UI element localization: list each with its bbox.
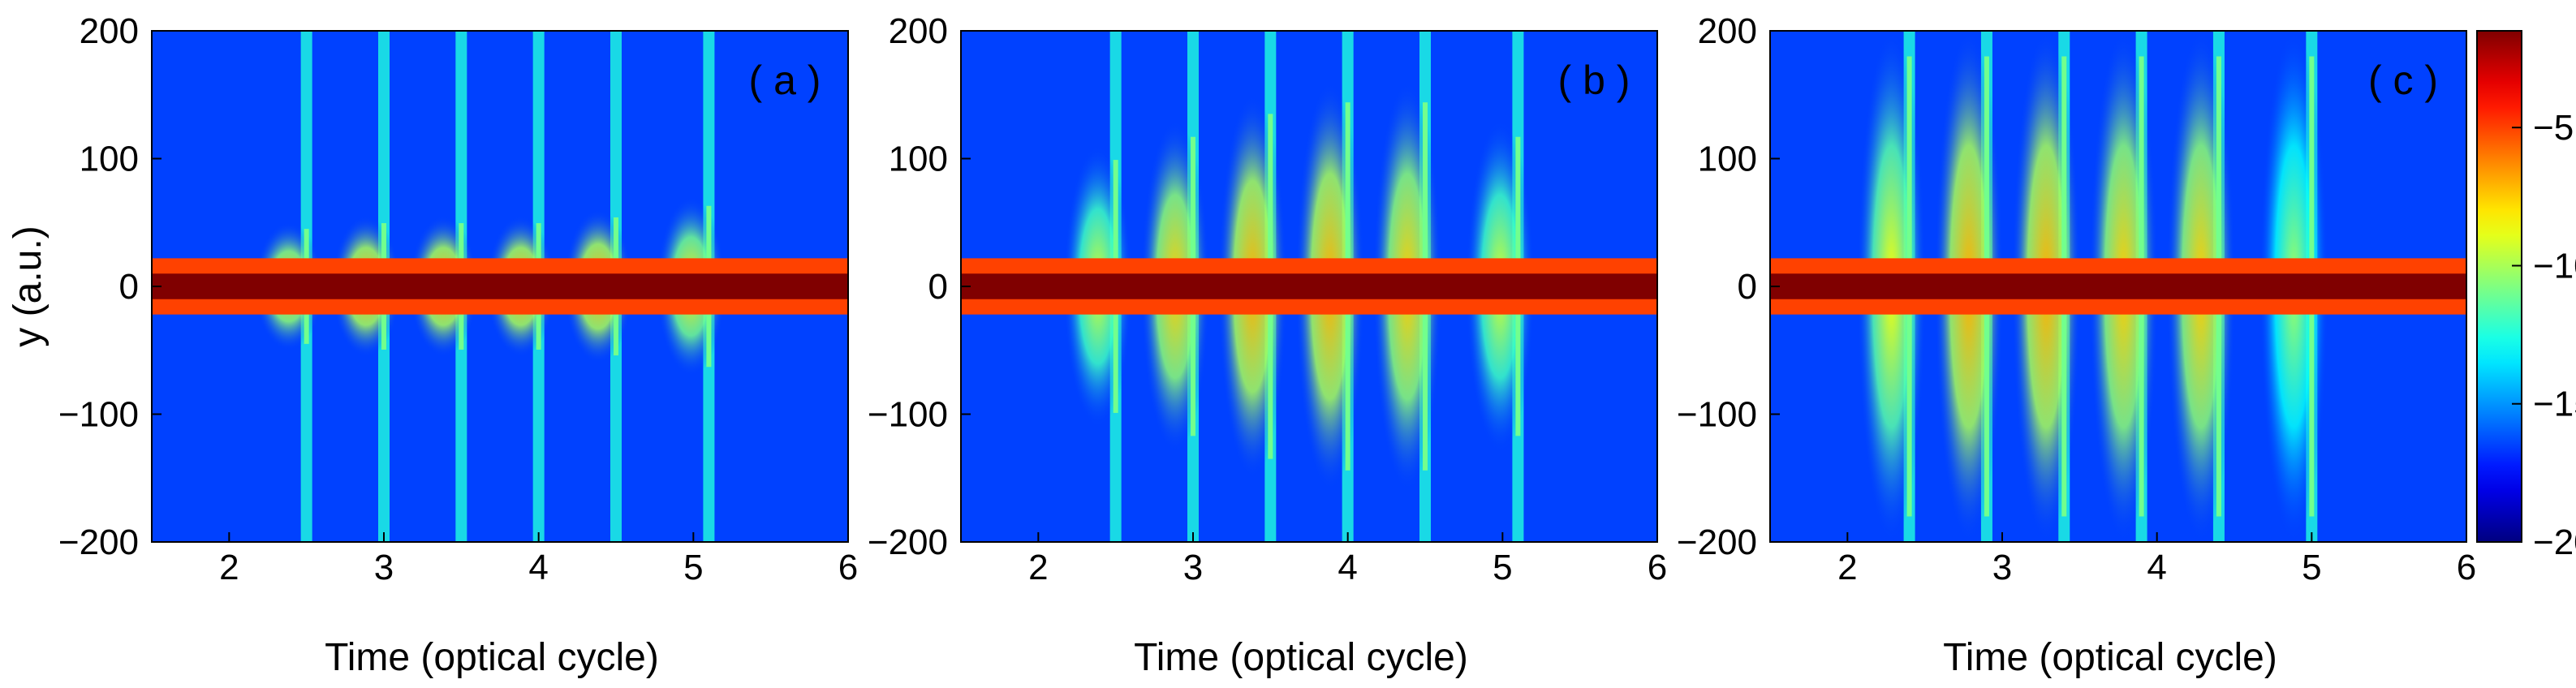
y-tick-label: −200 [1677, 522, 1757, 562]
y-axis-label: y (a.u.) [6, 226, 50, 346]
ridge-band [152, 273, 848, 299]
x-axis-label: Time (optical cycle) [325, 636, 659, 679]
x-axis-label: Time (optical cycle) [1943, 636, 2277, 679]
y-tick-label: 0 [119, 267, 139, 307]
x-tick-label: 4 [2147, 548, 2166, 587]
x-axis-label: Time (optical cycle) [1134, 636, 1468, 679]
x-tick-label: 6 [1648, 548, 1667, 587]
y-tick-label: 200 [889, 11, 948, 51]
x-tick-label: 4 [1338, 548, 1357, 587]
x-tick-label: 2 [219, 548, 239, 587]
x-tick-label: 6 [838, 548, 858, 587]
y-tick-label: −100 [868, 395, 948, 435]
colorbar: −5 −10 −15 −20 [2476, 30, 2576, 562]
panel-label: ( a ) [749, 58, 821, 103]
ridge-band [1770, 273, 2466, 299]
x-tick-label: 5 [2302, 548, 2321, 587]
panel-b: 2 3 4 5 6 200 100 0 −100 −200 ( b ) Time (optical c… [868, 11, 1667, 679]
heatmap-field [152, 31, 848, 542]
y-tick-label: −100 [58, 395, 139, 435]
x-tick-label: 3 [374, 548, 394, 587]
panel-c: 2 3 4 5 6 200 100 0 −100 −200 ( c ) Time (optical c… [1677, 11, 2476, 679]
colorbar-tick-label: −15 [2533, 385, 2576, 424]
x-tick-label: 2 [1837, 548, 1857, 587]
x-tick-label: 5 [683, 548, 703, 587]
y-tick-label: 0 [928, 267, 948, 307]
y-tick-label: 0 [1738, 267, 1757, 307]
heatmap-field [961, 31, 1657, 542]
x-tick-label: 4 [528, 548, 548, 587]
colorbar-tick-label: −20 [2533, 522, 2576, 562]
x-tick-label: 3 [1183, 548, 1203, 587]
colorbar-tick-label: −10 [2533, 246, 2576, 286]
y-tick-label: 200 [80, 11, 139, 51]
ridge-band [961, 273, 1657, 299]
heatmap-field [1770, 31, 2466, 542]
x-tick-label: 3 [1992, 548, 2012, 587]
y-tick-label: −200 [868, 522, 948, 562]
x-tick-label: 6 [2457, 548, 2476, 587]
colorbar-tick-label: −5 [2533, 108, 2574, 148]
y-tick-label: 100 [1698, 140, 1757, 179]
panel-a: 2 3 4 5 6 200 100 0 −100 −200 ( a ) Time (optical c… [6, 11, 858, 679]
y-tick-label: −200 [58, 522, 139, 562]
colorbar-scale [2476, 30, 2522, 543]
y-tick-label: 100 [889, 140, 948, 179]
y-tick-label: 200 [1698, 11, 1757, 51]
y-tick-label: 100 [80, 140, 139, 179]
panel-label: ( b ) [1558, 58, 1630, 103]
y-tick-label: −100 [1677, 395, 1757, 435]
x-tick-label: 5 [1493, 548, 1512, 587]
panel-label: ( c ) [2368, 58, 2438, 103]
x-tick-label: 2 [1028, 548, 1048, 587]
